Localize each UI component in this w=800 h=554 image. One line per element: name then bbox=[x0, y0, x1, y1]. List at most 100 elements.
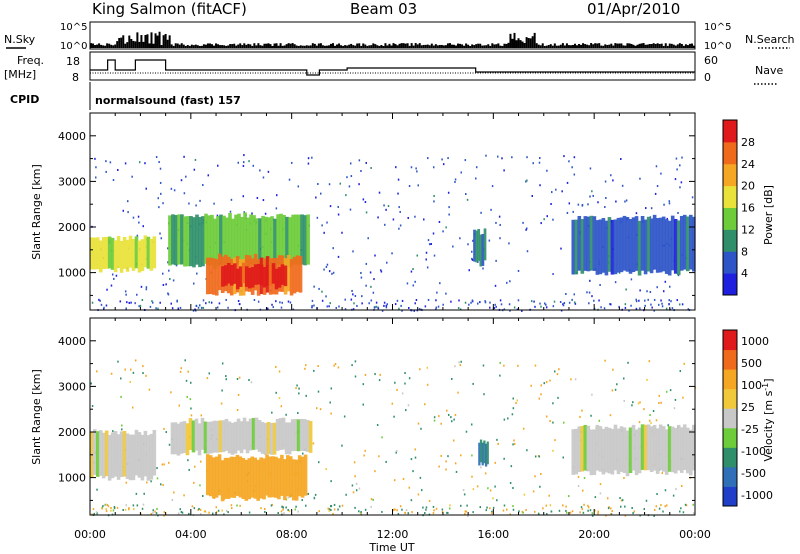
colorbar-tick-label: -25 bbox=[741, 423, 759, 436]
echo-cell bbox=[197, 423, 202, 456]
noise-bar bbox=[378, 45, 381, 48]
colorbar-tick-label: 4 bbox=[741, 267, 748, 280]
scatter-cell bbox=[236, 377, 239, 380]
echo-cell bbox=[101, 432, 106, 479]
scatter-cell bbox=[581, 489, 584, 492]
scatter-cell bbox=[307, 162, 310, 165]
scatter-cell bbox=[661, 472, 664, 475]
scatter-cell bbox=[545, 415, 548, 418]
scatter-cell bbox=[239, 504, 241, 507]
echo-cell bbox=[619, 426, 624, 472]
scatter-cell bbox=[560, 309, 563, 312]
echo-cell bbox=[107, 435, 112, 481]
scatter-cell bbox=[598, 419, 601, 422]
scatter-cell bbox=[188, 202, 190, 205]
noise-bar bbox=[448, 43, 451, 48]
scatter-cell bbox=[458, 361, 460, 364]
scatter-cell bbox=[316, 216, 319, 219]
noise-bar bbox=[531, 36, 534, 48]
scatter-cell bbox=[230, 504, 233, 507]
scatter-cell bbox=[109, 161, 112, 164]
noise-bar bbox=[634, 45, 637, 48]
scatter-cell bbox=[512, 508, 515, 511]
scatter-cell bbox=[635, 300, 638, 303]
scatter-cell bbox=[674, 398, 677, 401]
noise-bar bbox=[539, 45, 542, 48]
noise-bar bbox=[594, 43, 597, 48]
scatter-cell bbox=[194, 465, 196, 468]
echo-cell bbox=[224, 418, 229, 451]
scatter-cell bbox=[368, 302, 370, 305]
scatter-cell bbox=[433, 254, 436, 257]
freq-line bbox=[90, 59, 695, 76]
noise-bar bbox=[430, 43, 433, 48]
noise-bar bbox=[688, 43, 691, 48]
echo-cell bbox=[173, 422, 178, 455]
scatter-cell bbox=[416, 170, 418, 173]
echo-cell bbox=[233, 263, 237, 284]
scatter-cell bbox=[680, 181, 683, 184]
scatter-cell bbox=[215, 510, 218, 513]
scatter-cell bbox=[432, 512, 435, 515]
noise-bar bbox=[662, 45, 665, 48]
scatter-cell bbox=[142, 365, 144, 368]
scatter-cell bbox=[526, 156, 528, 159]
scatter-cell bbox=[95, 176, 97, 179]
scatter-cell bbox=[155, 512, 158, 515]
scatter-cell bbox=[673, 407, 676, 410]
noise-bar bbox=[576, 45, 579, 48]
echo-cell bbox=[580, 219, 585, 274]
scatter-cell bbox=[401, 309, 403, 312]
scatter-cell bbox=[383, 301, 386, 304]
noise-bar bbox=[291, 43, 294, 48]
scatter-cell bbox=[591, 512, 594, 515]
scatter-cell bbox=[280, 405, 283, 408]
echo-cell bbox=[212, 420, 217, 453]
scatter-cell bbox=[494, 461, 496, 464]
echo-cell bbox=[107, 236, 112, 269]
scatter-cell bbox=[441, 510, 444, 513]
scatter-cell bbox=[333, 364, 335, 367]
noise-bar bbox=[684, 44, 687, 48]
scatter-cell bbox=[653, 508, 656, 511]
echo-cell bbox=[110, 432, 115, 479]
scatter-cell bbox=[526, 449, 528, 452]
scatter-cell bbox=[134, 359, 137, 362]
noise-bar bbox=[281, 45, 284, 48]
noise-bar bbox=[356, 43, 359, 48]
colorbar-swatch bbox=[723, 369, 737, 390]
scatter-cell bbox=[414, 302, 416, 305]
noise-bar bbox=[547, 45, 550, 48]
noise-bar bbox=[497, 43, 500, 48]
scatter-cell bbox=[179, 508, 182, 511]
nave-tick-top: 60 bbox=[704, 54, 718, 67]
scatter-cell bbox=[635, 307, 638, 310]
noise-bar bbox=[380, 44, 383, 48]
scatter-cell bbox=[102, 307, 105, 310]
colorbar-tick-label: 24 bbox=[741, 158, 755, 171]
scatter-cell bbox=[379, 269, 382, 272]
nsky-label: N.Sky bbox=[4, 33, 36, 46]
echo-cell bbox=[649, 426, 654, 473]
echo-cell bbox=[479, 439, 483, 463]
scatter-cell bbox=[660, 504, 662, 507]
scatter-cell bbox=[386, 303, 389, 306]
echo-cell bbox=[214, 456, 219, 498]
echo-cell bbox=[113, 431, 118, 477]
scatter-cell bbox=[664, 489, 667, 492]
noise-bar bbox=[289, 43, 292, 48]
scatter-cell bbox=[271, 411, 273, 414]
scatter-cell bbox=[171, 307, 174, 310]
scatter-cell bbox=[625, 199, 628, 202]
scatter-cell bbox=[447, 157, 449, 160]
scatter-cell bbox=[457, 391, 459, 394]
scatter-cell bbox=[189, 398, 192, 401]
scatter-cell bbox=[315, 196, 317, 199]
scatter-cell bbox=[511, 156, 513, 159]
scatter-cell bbox=[653, 309, 655, 312]
echo-cell bbox=[634, 429, 639, 476]
echo-cell bbox=[253, 457, 257, 499]
echo-cell bbox=[247, 267, 252, 289]
noise-bar bbox=[489, 45, 492, 48]
